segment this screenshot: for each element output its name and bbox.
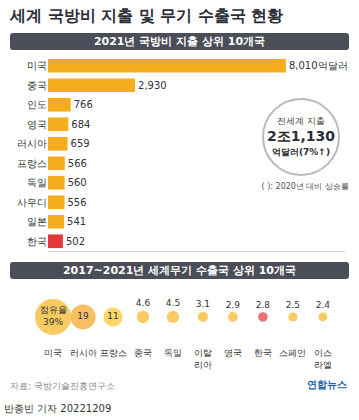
svg-text:3.1: 3.1: [196, 299, 210, 309]
svg-text:미국: 미국: [44, 348, 62, 358]
svg-text:미국: 미국: [27, 60, 47, 71]
svg-text:766: 766: [74, 99, 93, 110]
svg-text:중국: 중국: [27, 80, 47, 91]
svg-text:502: 502: [66, 236, 85, 247]
svg-text:영국: 영국: [224, 348, 242, 358]
svg-text:19: 19: [77, 311, 89, 321]
html-text:세계 국방비 지출 및 무기 수출국 현황: 세계 국방비 지출 및 무기 수출국 현황: [10, 6, 284, 25]
svg-text:러시아: 러시아: [70, 348, 97, 358]
svg-text:점유율39%: 점유율39%: [40, 305, 67, 327]
svg-text:러시아: 러시아: [17, 138, 47, 149]
svg-text:2.8: 2.8: [256, 300, 271, 310]
svg-text:566: 566: [68, 158, 87, 169]
html-text:자료: 국방기술진흥연구소: 자료: 국방기술진흥연구소: [10, 381, 115, 391]
svg-text:8,010억달러: 8,010억달러: [289, 60, 348, 71]
svg-text:560: 560: [68, 177, 87, 188]
svg-text:2.5: 2.5: [286, 300, 300, 310]
html-text:( ): 2020년 대비 상승률: ( ): 2020년 대비 상승률: [261, 182, 349, 191]
svg-text:인도: 인도: [27, 99, 47, 110]
svg-text:사우디: 사우디: [17, 197, 47, 208]
html-text:2017~2021년 세계무기 수출국 상위 10개국: 2017~2021년 세계무기 수출국 상위 10개국: [63, 264, 296, 277]
html-text:연합뉴스: 연합뉴스: [307, 379, 347, 390]
svg-text:영국: 영국: [27, 119, 47, 130]
svg-text:독일: 독일: [164, 348, 182, 358]
html-text:2021년 국방비 지출 상위 10개국: 2021년 국방비 지출 상위 10개국: [93, 35, 266, 48]
svg-text:2,930: 2,930: [138, 80, 167, 91]
svg-text:2.4: 2.4: [316, 300, 331, 310]
svg-text:중국: 중국: [134, 348, 152, 358]
svg-text:4.6: 4.6: [136, 298, 151, 308]
html-text:전세계 지출: 전세계 지출: [277, 116, 325, 126]
svg-text:2.9: 2.9: [226, 300, 241, 310]
html-text:억달러(7%↑): 억달러(7%↑): [272, 147, 330, 157]
svg-text:11: 11: [107, 311, 118, 321]
svg-text:이탈리아: 이탈리아: [194, 348, 212, 370]
svg-text:프랑스: 프랑스: [17, 158, 47, 169]
html-text:2조1,130: 2조1,130: [267, 128, 335, 144]
svg-text:독일: 독일: [27, 177, 47, 188]
svg-text:541: 541: [67, 216, 86, 227]
svg-text:스페인: 스페인: [279, 348, 306, 358]
svg-text:프랑스: 프랑스: [100, 348, 127, 358]
svg-text:659: 659: [71, 138, 90, 149]
svg-text:일본: 일본: [27, 216, 47, 227]
svg-text:684: 684: [71, 119, 90, 130]
svg-text:4.5: 4.5: [166, 298, 180, 308]
svg-text:한국: 한국: [254, 348, 272, 358]
svg-text:한국: 한국: [27, 236, 47, 247]
html-text:반종빈 기자 20221209: 반종빈 기자 20221209: [4, 403, 112, 414]
svg-text:556: 556: [68, 197, 87, 208]
svg-text:이스라엘: 이스라엘: [314, 348, 332, 370]
